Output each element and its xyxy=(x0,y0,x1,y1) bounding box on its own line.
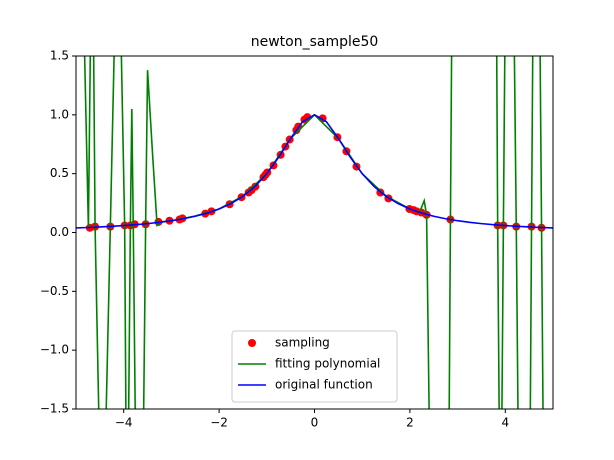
x-tick-label: 2 xyxy=(406,416,414,430)
y-tick-label: 0.5 xyxy=(50,166,69,180)
chart-title: newton_sample50 xyxy=(251,34,379,50)
x-tick-label: −4 xyxy=(115,416,133,430)
plot-area xyxy=(76,56,553,409)
y-tick-label: 1.5 xyxy=(50,49,69,63)
y-tick-label: 0.0 xyxy=(50,225,69,239)
legend: sampling fitting polynomial original funct… xyxy=(231,330,398,403)
x-tick-label: −2 xyxy=(210,416,228,430)
legend-box xyxy=(231,330,398,403)
series-line xyxy=(76,113,553,229)
y-tick-label: 1.0 xyxy=(50,107,69,121)
legend-label: sampling xyxy=(275,336,330,350)
y-tick-label: −0.5 xyxy=(40,284,69,298)
y-tick-label: −1.5 xyxy=(40,402,69,416)
x-tick-label: 4 xyxy=(501,416,509,430)
legend-label: original function xyxy=(275,378,373,392)
y-tick-label: −1.0 xyxy=(40,343,69,357)
legend-label: fitting polynomial xyxy=(275,357,380,371)
series-line xyxy=(83,56,544,409)
x-tick-label: 0 xyxy=(311,416,319,430)
legend-marker xyxy=(248,339,256,347)
